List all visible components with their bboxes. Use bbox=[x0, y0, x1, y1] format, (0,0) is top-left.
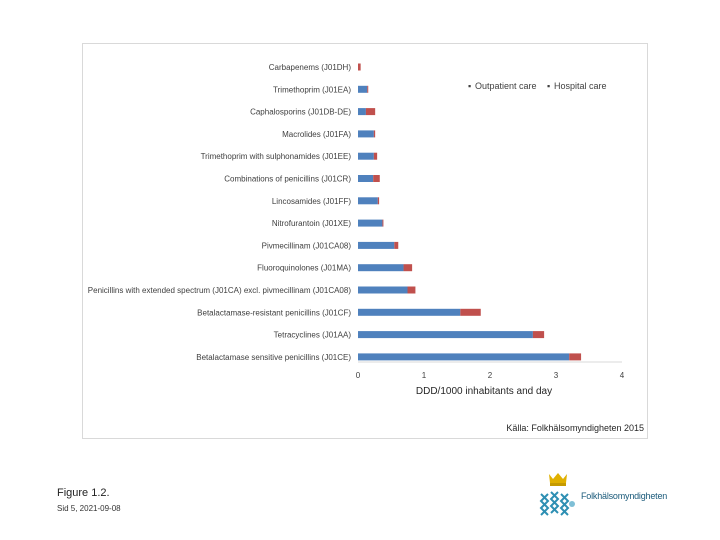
category-label: Betalactamase sensitive penicillins (J01… bbox=[196, 353, 351, 362]
bar-outpatient bbox=[358, 130, 374, 138]
legend-label-outpatient: Outpatient care bbox=[475, 81, 537, 91]
x-tick-label: 0 bbox=[356, 371, 361, 380]
category-label: Tetracyclines (J01AA) bbox=[274, 331, 352, 340]
category-label: Combinations of penicillins (J01CR) bbox=[224, 175, 351, 184]
x-tick-label: 1 bbox=[422, 371, 427, 380]
bar-hospital bbox=[373, 130, 376, 138]
category-label: Trimethoprim (J01EA) bbox=[273, 85, 351, 94]
figure-caption: Figure 1.2. bbox=[57, 487, 110, 499]
bar-hospital bbox=[367, 85, 369, 93]
bar-hospital bbox=[382, 219, 384, 227]
bar-hospital bbox=[365, 108, 376, 116]
logo-emblem-icon bbox=[539, 473, 575, 516]
category-label: Pivmecillinam (J01CA08) bbox=[262, 241, 352, 250]
bar-outpatient bbox=[358, 308, 461, 316]
bar-hospital bbox=[377, 197, 380, 205]
bar-outpatient bbox=[358, 264, 404, 272]
bar-outpatient bbox=[358, 152, 374, 160]
legend: ▪ Outpatient care ▪ Hospital care bbox=[468, 81, 607, 91]
bar-outpatient bbox=[358, 175, 374, 182]
bar-outpatient bbox=[358, 353, 570, 361]
bar-hospital bbox=[394, 241, 399, 249]
logo: Folkhälsomyndigheten bbox=[535, 470, 675, 520]
category-label: Carbapenems (J01DH) bbox=[269, 63, 352, 72]
bar-hospital bbox=[460, 308, 481, 316]
bar-hospital bbox=[358, 63, 361, 71]
bar-outpatient bbox=[358, 331, 533, 339]
legend-marker-outpatient: ▪ bbox=[468, 81, 471, 91]
bar-hospital bbox=[532, 331, 545, 339]
page-footer: Sid 5, 2021-09-08 bbox=[57, 504, 121, 513]
category-label: Nitrofurantoin (J01XE) bbox=[272, 219, 351, 228]
bar-outpatient bbox=[358, 219, 383, 227]
bar-outpatient bbox=[358, 197, 378, 205]
bar-outpatient bbox=[358, 241, 395, 249]
bar-hospital bbox=[407, 286, 416, 294]
x-tick-label: 3 bbox=[554, 371, 559, 380]
bar-outpatient bbox=[358, 85, 368, 93]
bar-hospital bbox=[403, 264, 413, 272]
bar-outpatient bbox=[358, 286, 408, 294]
category-label: Betalactamase-resistant penicillins (J01… bbox=[197, 308, 351, 317]
logo-text: Folkhälsomyndigheten bbox=[581, 491, 668, 501]
bar-hospital bbox=[373, 152, 378, 160]
category-label: Fluoroquinolones (J01MA) bbox=[257, 264, 351, 273]
source-note: Källa: Folkhälsomyndigheten 2015 bbox=[506, 423, 644, 433]
category-label: Macrolides (J01FA) bbox=[282, 130, 351, 139]
x-tick-label: 4 bbox=[620, 371, 625, 380]
bar-hospital bbox=[569, 353, 582, 361]
legend-marker-hospital: ▪ bbox=[547, 81, 550, 91]
bar-hospital bbox=[373, 175, 380, 182]
category-label: Caphalosporins (J01DB-DE) bbox=[250, 108, 351, 117]
x-tick-label: 2 bbox=[488, 371, 493, 380]
legend-label-hospital: Hospital care bbox=[554, 81, 607, 91]
category-label: Trimethoprim with sulphonamides (J01EE) bbox=[201, 152, 352, 161]
x-axis-title: DDD/1000 inhabitants and day bbox=[416, 386, 552, 397]
category-label: Penicillins with extended spectrum (J01C… bbox=[88, 286, 352, 295]
chart-frame bbox=[82, 43, 648, 439]
category-label: Lincosamides (J01FF) bbox=[272, 197, 351, 206]
bar-outpatient bbox=[358, 108, 366, 116]
